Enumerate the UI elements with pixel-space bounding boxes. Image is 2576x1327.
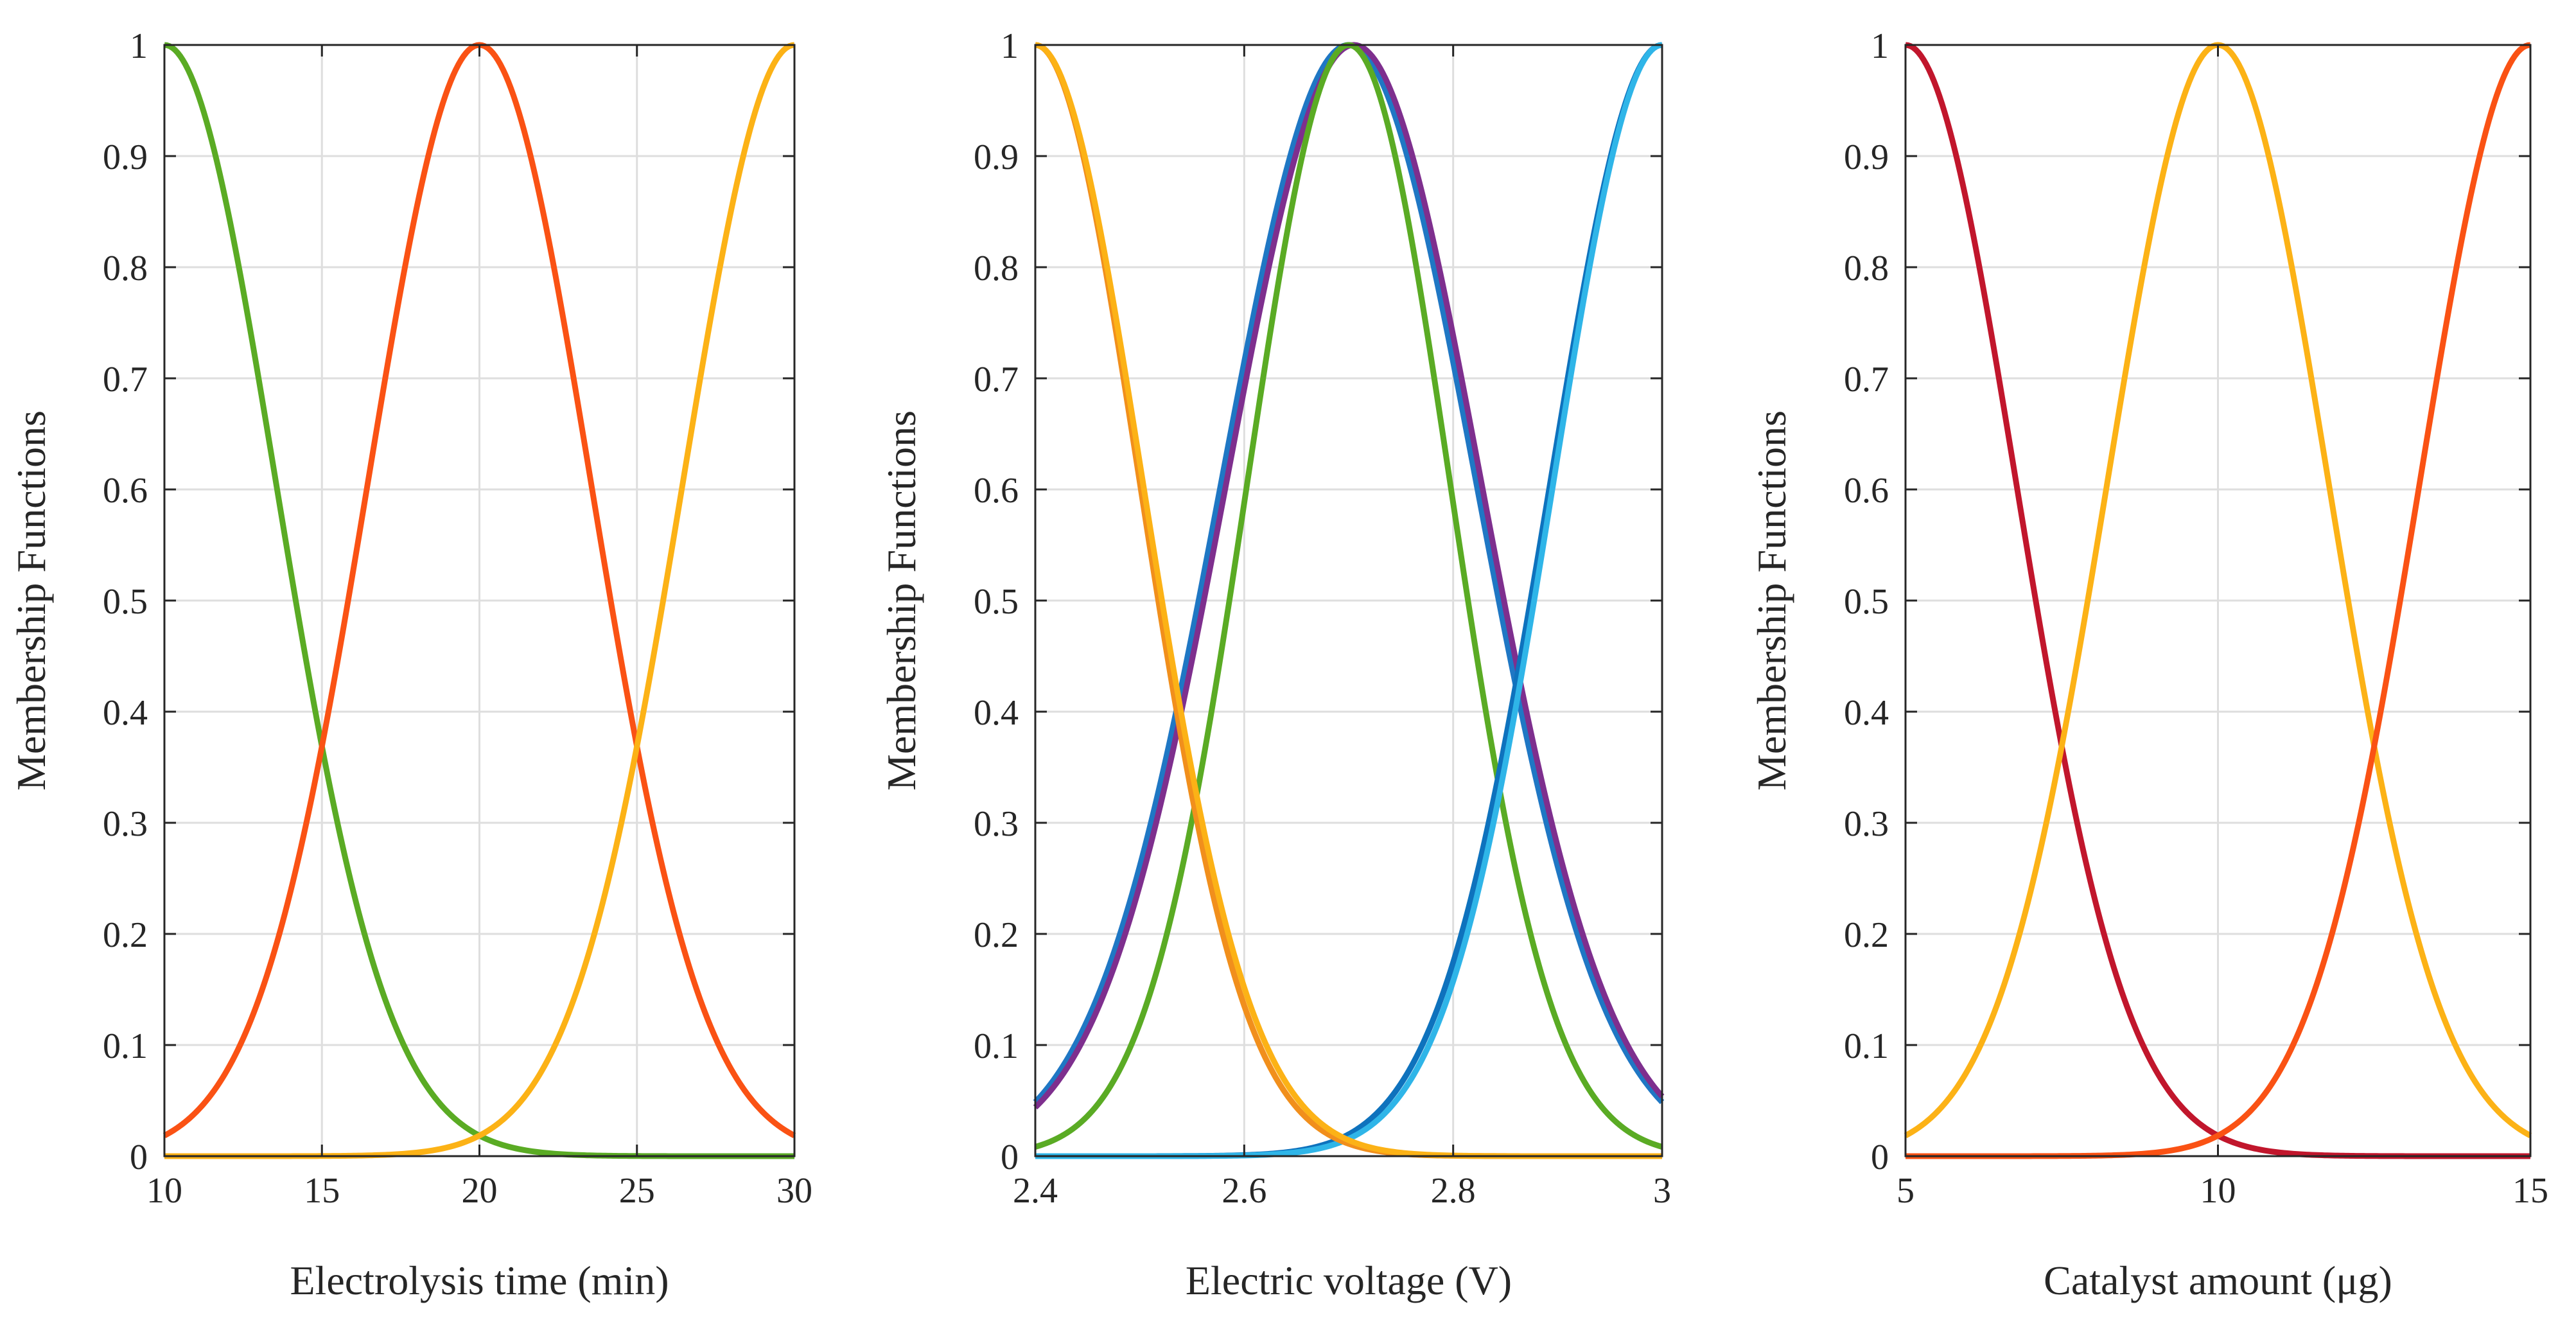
x-axis-label: Electric voltage (V) <box>1186 1258 1512 1303</box>
series-line-medium-wide-blue- <box>1033 42 1665 1104</box>
x-tick-label: 10 <box>146 1171 182 1211</box>
x-tick-label: 20 <box>462 1171 498 1211</box>
y-tick-label: 0.1 <box>1844 1026 1889 1066</box>
y-tick-label: 0.2 <box>1844 915 1889 955</box>
y-tick-label: 0.8 <box>103 249 148 288</box>
x-tick-label: 25 <box>619 1171 655 1211</box>
y-tick-label: 1 <box>130 26 148 66</box>
y-tick-label: 0.8 <box>1844 249 1889 288</box>
y-tick-label: 0.4 <box>103 693 148 733</box>
x-tick-label: 10 <box>2200 1171 2236 1211</box>
y-tick-label: 0.9 <box>1844 137 1889 177</box>
y-tick-label: 0.5 <box>1844 582 1889 622</box>
y-tick-label: 0.5 <box>103 582 148 622</box>
chart-panel-1: 10 15 20 25 30 0 0.1 0.2 0.3 0.4 0.5 0.6 0.7 0.8 0.9 1 E… <box>8 26 812 1303</box>
y-tick-label: 0.5 <box>974 582 1019 622</box>
y-tick-label: 1 <box>1001 26 1019 66</box>
x-tick-label: 2.4 <box>1013 1171 1058 1211</box>
y-tick-label: 0.2 <box>103 915 148 955</box>
x-tick-label: 15 <box>2512 1171 2548 1211</box>
y-axis-label: Membership Functions <box>8 410 54 791</box>
y-tick-label: 0.6 <box>103 471 148 511</box>
y-tick-label: 0.1 <box>974 1026 1019 1066</box>
y-axis-label: Membership Functions <box>1749 410 1794 791</box>
y-tick-label: 0.3 <box>103 804 148 844</box>
y-tick-label: 1 <box>1871 26 1889 66</box>
y-tick-label: 0.1 <box>103 1026 148 1066</box>
series-line-medium-narrow <box>1034 42 1663 1150</box>
x-tick-label: 15 <box>304 1171 340 1211</box>
x-tick-label: 5 <box>1897 1171 1914 1211</box>
y-tick-label: 0.4 <box>974 693 1019 733</box>
y-tick-label: 0.2 <box>974 915 1019 955</box>
y-tick-label: 0.7 <box>103 360 148 400</box>
x-axis-label: Electrolysis time (min) <box>290 1258 669 1303</box>
y-tick-label: 0.7 <box>1844 360 1889 400</box>
y-tick-label: 0.9 <box>974 137 1019 177</box>
y-tick-label: 0 <box>1001 1138 1019 1177</box>
y-tick-label: 0.8 <box>974 249 1019 288</box>
y-axis-label: Membership Functions <box>879 410 924 791</box>
y-tick-label: 0.4 <box>1844 693 1889 733</box>
y-tick-label: 0.3 <box>974 804 1019 844</box>
x-axis-label: Catalyst amount (μg) <box>2044 1258 2392 1303</box>
x-tick-label: 2.8 <box>1431 1171 1476 1211</box>
y-tick-label: 0.3 <box>1844 804 1889 844</box>
x-tick-label: 2.6 <box>1222 1171 1266 1211</box>
series-line-medium-wide-purple- <box>1033 42 1665 1110</box>
chart-panel-3: 5 10 15 0 0.1 0.2 0.3 0.4 0.5 0.6 0.7 0.8 0.9 1 Cataly… <box>1749 26 2548 1303</box>
y-tick-label: 0.6 <box>1844 471 1889 511</box>
y-tick-label: 0.9 <box>103 137 148 177</box>
x-tick-label: 3 <box>1653 1171 1671 1211</box>
chart-panel-2: 2.4 2.6 2.8 3 0 0.1 0.2 0.3 0.4 0.5 0.6 0.7 0.8 0.9 1 E… <box>879 26 1671 1303</box>
x-tick-label: 30 <box>776 1171 812 1211</box>
y-tick-label: 0 <box>1871 1138 1889 1177</box>
y-tick-label: 0.7 <box>974 360 1019 400</box>
y-tick-label: 0.6 <box>974 471 1019 511</box>
y-tick-label: 0 <box>130 1138 148 1177</box>
